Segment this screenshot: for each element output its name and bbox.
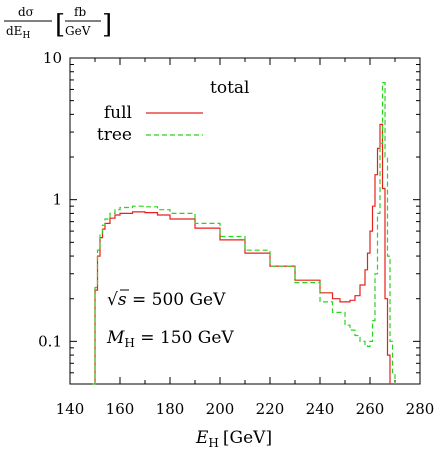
x-tick-label: 240 [306,400,335,418]
sqrt-s-value: = 500 GeV [127,290,227,310]
x-axis-label: EH [GeV] [195,428,272,450]
legend-label-tree: tree [97,125,132,145]
ylabel-denominator: dEH [6,24,30,41]
x-tick-label: 180 [156,400,185,418]
annotation-higgs-mass: MH = 150 GeV [106,328,234,350]
x-tick-label: 280 [406,400,435,418]
series-line-full [92,123,391,385]
x-tick-label: 200 [206,400,235,418]
ylabel-unit-numerator: fb [74,5,86,19]
y-tick-label: 1 [52,191,62,209]
y-tick-label: 10 [43,49,62,67]
x-tick-label: 220 [256,400,285,418]
svg-text:MH = 150 GeV: MH = 150 GeV [106,328,234,350]
mass-subscript: H [124,336,134,350]
mass-value: = 150 GeV [135,328,235,348]
ylabel-numerator: dσ [18,5,34,19]
ylabel-bracket-left: [ [55,10,65,40]
y-tick-label: 0.1 [38,332,62,350]
mass-symbol: M [106,328,125,348]
y-axis-label: dσ dEH [ fb GeV ] [4,5,112,41]
ylabel-unit-denominator: GeV [65,24,91,38]
x-tick-label: 140 [56,400,85,418]
svg-text:√s = 500 GeV: √s = 500 GeV [107,290,226,310]
x-tick-label: 160 [106,400,135,418]
series-line-tree [92,82,396,385]
sqrt-s-variable: s [118,290,127,310]
chart-title: total [210,78,249,98]
sqrt-symbol: √ [107,290,118,310]
ylabel-bracket-right: ] [102,10,112,40]
x-tick-label: 260 [356,400,385,418]
legend-label-full: full [104,103,132,123]
annotation-sqrt-s: √s = 500 GeV [107,289,226,310]
